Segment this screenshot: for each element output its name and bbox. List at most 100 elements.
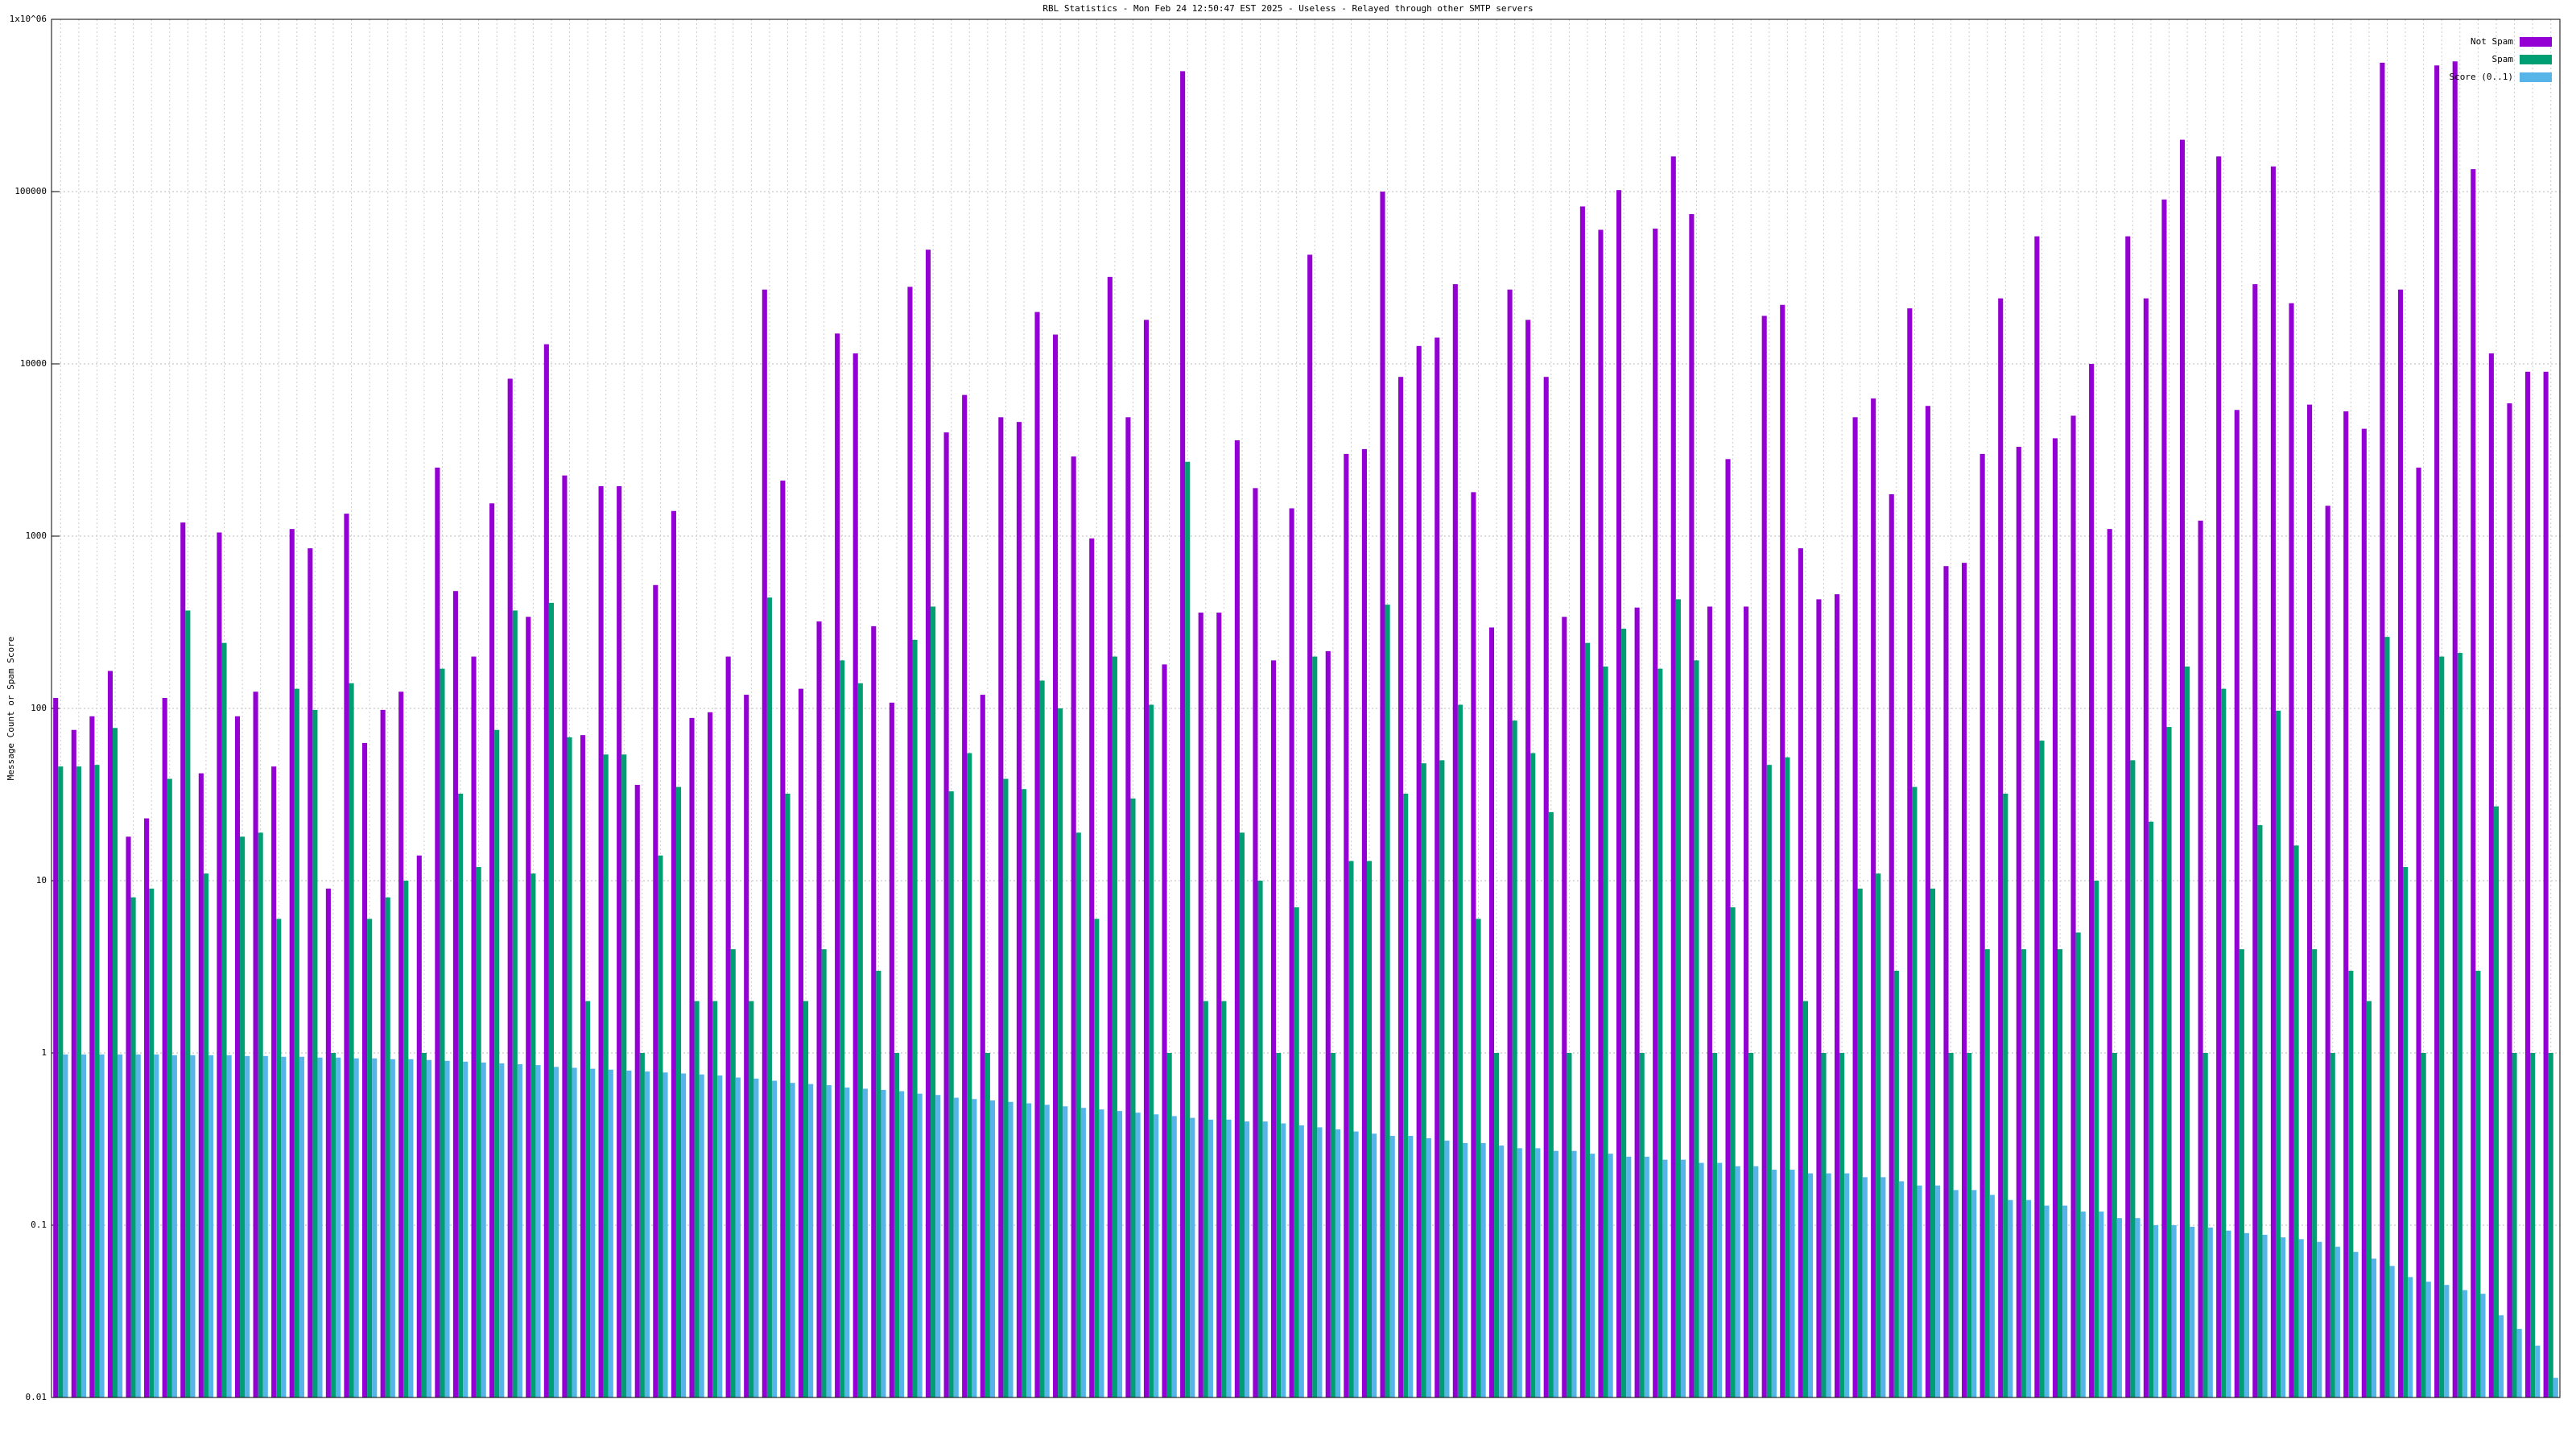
bar <box>2089 364 2095 1397</box>
bar <box>1039 680 1045 1397</box>
bar <box>1312 656 1318 1397</box>
bar <box>590 1068 596 1397</box>
bar <box>2366 1001 2372 1397</box>
bar <box>1998 298 2004 1398</box>
bar <box>494 729 500 1397</box>
bar <box>2475 970 2481 1397</box>
bar <box>1766 765 1772 1397</box>
bar <box>489 503 495 1397</box>
bar <box>1262 1121 1268 1397</box>
bar <box>881 1089 886 1397</box>
bar <box>943 432 949 1397</box>
bar <box>2330 1053 2335 1397</box>
bar <box>99 1054 105 1397</box>
bar <box>694 1001 700 1397</box>
bar <box>1839 1053 1845 1397</box>
bar <box>2516 1328 2522 1397</box>
bar <box>198 773 204 1397</box>
bar <box>1058 708 1063 1397</box>
bar <box>708 712 713 1397</box>
bar <box>1317 1127 1323 1397</box>
bar <box>2361 428 2367 1397</box>
bar <box>1125 417 1131 1397</box>
bar <box>1603 666 1608 1397</box>
bar <box>548 602 554 1397</box>
bar <box>1717 1162 1723 1397</box>
bar <box>2530 1053 2536 1397</box>
bar <box>1021 789 1027 1397</box>
bar <box>826 1085 832 1397</box>
bar <box>426 1059 432 1397</box>
bar <box>1499 1146 1505 1397</box>
bar <box>1535 1148 1541 1397</box>
bar <box>208 1055 214 1397</box>
bar <box>2226 1230 2231 1397</box>
bar <box>2380 62 2385 1397</box>
bar <box>553 1067 559 1397</box>
bar <box>717 1075 723 1397</box>
bar <box>154 1054 159 1397</box>
bar <box>1117 1111 1123 1397</box>
bar <box>912 639 918 1397</box>
bar <box>1753 1166 1759 1397</box>
bar <box>2416 467 2421 1397</box>
bar <box>1512 720 1517 1397</box>
bar <box>1435 337 1440 1398</box>
y-tick-label: 10 <box>36 875 47 886</box>
bar <box>852 353 858 1398</box>
bar <box>271 766 277 1397</box>
legend-label: Spam <box>2492 54 2514 64</box>
y-tick-label: 1000 <box>26 530 47 541</box>
bar <box>385 897 390 1397</box>
bar <box>771 1080 778 1397</box>
bar <box>1517 1148 1522 1397</box>
bar <box>1880 1177 1886 1397</box>
bar <box>76 766 81 1397</box>
bar <box>2058 949 2063 1397</box>
bar <box>2171 1225 2177 1397</box>
bar <box>325 888 331 1397</box>
bar <box>1711 1053 1718 1397</box>
bar <box>245 1055 250 1397</box>
bar <box>1216 612 1222 1397</box>
bar <box>517 1064 522 1397</box>
bar <box>2202 1053 2208 1397</box>
bar <box>1567 1053 1572 1397</box>
bar <box>1488 627 1495 1397</box>
bar <box>762 289 767 1398</box>
bar <box>1016 422 1022 1397</box>
bar <box>766 597 772 1397</box>
bar <box>2135 1218 2140 1397</box>
bar <box>1761 316 1767 1398</box>
bar <box>1208 1119 1213 1397</box>
bar <box>1971 1190 1977 1397</box>
bar <box>118 1054 123 1397</box>
bar <box>1989 1195 1995 1397</box>
bar <box>203 873 208 1397</box>
bar <box>1239 832 1245 1397</box>
bar <box>126 836 131 1397</box>
bar <box>899 1091 905 1397</box>
bar <box>262 1055 268 1397</box>
bar <box>671 510 676 1398</box>
bar <box>2044 1205 2050 1397</box>
bar <box>2107 529 2112 1397</box>
bar <box>572 1067 577 1397</box>
bar <box>2221 688 2227 1397</box>
bar <box>167 778 172 1397</box>
bar <box>281 1056 287 1397</box>
bar <box>440 668 445 1397</box>
bar <box>2244 1232 2249 1397</box>
bar <box>2403 867 2409 1397</box>
bar <box>2462 1290 2467 1397</box>
bar <box>967 753 972 1397</box>
bar <box>1149 704 1154 1397</box>
bar <box>107 671 113 1397</box>
bar <box>180 522 186 1398</box>
bar <box>634 784 640 1397</box>
bar <box>1962 563 1967 1397</box>
bar <box>1185 461 1191 1397</box>
bar <box>362 742 368 1397</box>
bar <box>931 606 936 1397</box>
